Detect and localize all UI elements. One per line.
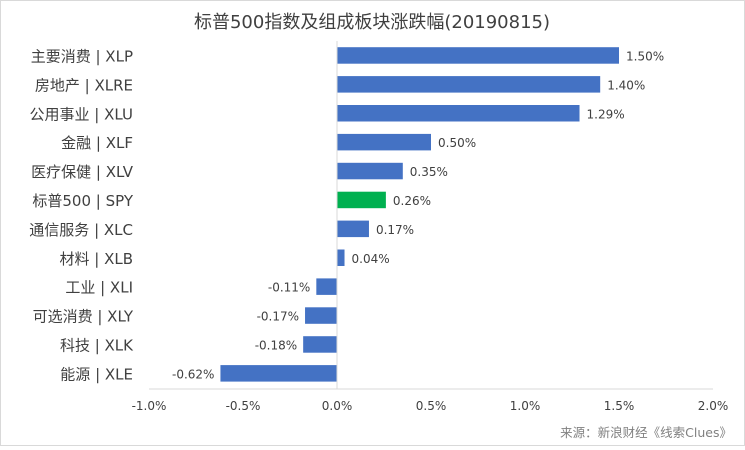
bar (337, 105, 580, 122)
category-label: 金融 | XLF (61, 134, 133, 152)
bar (337, 162, 403, 180)
category-label: 科技 | XLK (60, 336, 134, 354)
data-label: 1.29% (587, 107, 625, 121)
category-label: 标普500 | SPY (32, 192, 133, 210)
bar (220, 365, 337, 382)
category-label: 房地产 | XLRE (35, 76, 133, 94)
data-label: -0.62% (172, 367, 214, 381)
category-label: 通信服务 | XLC (29, 221, 133, 239)
bar-highlight (337, 191, 386, 209)
x-tick-label: 0.5% (416, 399, 447, 413)
x-tick-label: -0.5% (226, 399, 261, 413)
bars-layer: 1.50% 1.40% 1.29% 0.50% 0.35% 0.26% 0.17% 0.04%… (172, 47, 664, 382)
bar (337, 220, 369, 238)
data-label: 1.40% (607, 78, 645, 92)
x-tick-label: 0.0% (322, 399, 353, 413)
bar (337, 76, 601, 93)
bar (337, 133, 431, 151)
category-label: 可选消费 | XLY (33, 308, 134, 326)
bar (303, 336, 337, 353)
data-label: 0.17% (376, 223, 414, 237)
category-label: 医疗保健 | XLV (31, 163, 134, 181)
category-label: 工业 | XLI (65, 279, 133, 297)
data-label: 0.04% (352, 252, 390, 266)
source-note: 来源：新浪财经《线索Clues》 (560, 425, 732, 440)
data-label: 0.50% (438, 136, 476, 150)
bar (316, 278, 337, 295)
category-label: 能源 | XLE (60, 365, 133, 383)
category-label: 主要消费 | XLP (31, 47, 133, 65)
bar (305, 307, 337, 324)
x-tick-label: 2.0% (698, 399, 729, 413)
data-label: 0.35% (410, 165, 448, 179)
chart-title: 标普500指数及组成板块涨跌幅(20190815) (194, 12, 550, 33)
category-label: 材料 | XLB (59, 250, 133, 268)
data-label: 1.50% (626, 49, 664, 63)
data-label: -0.17% (257, 310, 299, 324)
data-label: -0.11% (268, 281, 310, 295)
bar (337, 249, 345, 266)
axis-layer: -1.0% -0.5% 0.0% 0.5% 1.0% 1.5% 2.0% 主要消费 | XLP… (29, 41, 728, 413)
data-label: -0.18% (255, 338, 297, 352)
x-tick-label: -1.0% (132, 399, 167, 413)
bar (337, 47, 619, 64)
x-tick-label: 1.5% (604, 399, 635, 413)
category-label: 公用事业 | XLU (30, 105, 133, 123)
x-tick-label: 1.0% (510, 399, 541, 413)
data-label: 0.26% (393, 194, 431, 208)
